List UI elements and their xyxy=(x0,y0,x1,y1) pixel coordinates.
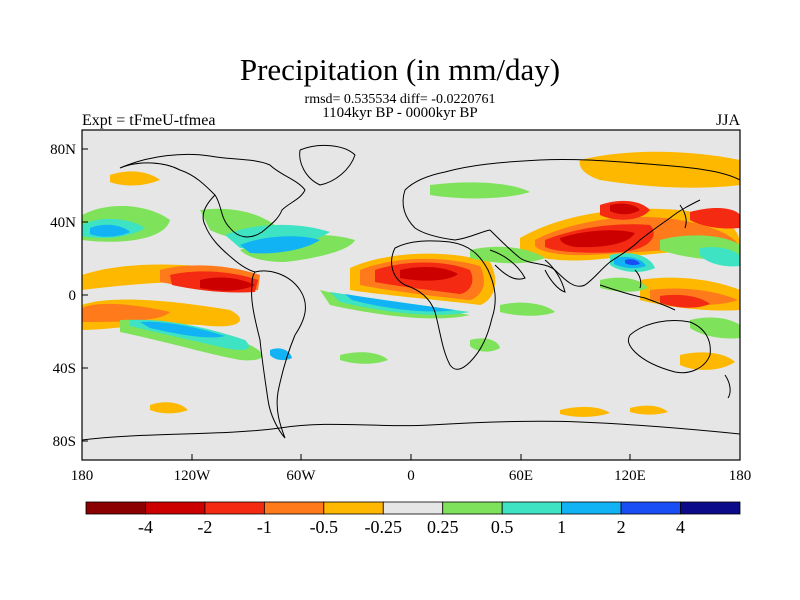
anomaly-region xyxy=(340,352,388,364)
colorbar-label: -0.25 xyxy=(365,517,403,537)
anomaly-region xyxy=(500,302,555,316)
colorbar-label: -1 xyxy=(257,517,272,537)
lon-tick-label: 120E xyxy=(614,468,646,484)
coastline xyxy=(299,144,356,186)
colorbar-swatch xyxy=(204,501,265,515)
coastline xyxy=(251,270,306,439)
chart-title: Precipitation (in mm/day) xyxy=(239,52,561,87)
lat-tick-label: 80N xyxy=(50,142,76,158)
colorbar-swatch xyxy=(561,501,622,515)
coastline xyxy=(402,189,491,241)
coastline xyxy=(82,420,740,441)
colorbar-label: 2 xyxy=(617,517,626,537)
anomaly-region xyxy=(630,405,668,415)
anomaly-region xyxy=(700,247,740,267)
anomaly-region xyxy=(150,402,188,414)
colorbar-swatch xyxy=(85,501,146,515)
coastline xyxy=(544,259,566,293)
lat-axis: 80N 40N 0 40S 80S xyxy=(50,142,88,450)
anomaly-region xyxy=(140,321,225,338)
coastline xyxy=(724,374,731,399)
colorbar-swatch xyxy=(382,501,444,515)
coastline xyxy=(404,158,740,191)
anomaly-region xyxy=(110,171,160,186)
lon-axis: 180 120W 60W 0 60E 120E 180 xyxy=(71,454,752,484)
colorbar-swatch xyxy=(680,501,741,515)
anomaly-region xyxy=(690,317,740,339)
lon-tick-label: 0 xyxy=(407,468,415,484)
colorbar-label: -2 xyxy=(197,517,212,537)
period-line: 1104kyr BP - 0000kyr BP xyxy=(322,105,478,121)
precip-anomaly-field xyxy=(82,151,740,417)
anomaly-region xyxy=(200,277,255,291)
coastline xyxy=(634,269,642,289)
coastline xyxy=(119,153,306,238)
colorbar-swatch xyxy=(263,501,325,515)
coastline xyxy=(391,240,496,370)
colorbar: -4 -2 -1 -0.5 -0.25 0.25 0.5 1 2 4 xyxy=(85,501,741,537)
colorbar-swatch xyxy=(323,501,384,515)
anomaly-region xyxy=(470,338,500,352)
colorbar-swatch xyxy=(620,501,681,515)
colorbar-label: -4 xyxy=(138,517,153,537)
lon-tick-label: 60W xyxy=(286,468,316,484)
lat-tick-label: 0 xyxy=(69,288,77,304)
anomaly-region xyxy=(560,406,610,417)
anomaly-region xyxy=(660,294,710,308)
anomaly-region xyxy=(82,303,170,322)
colorbar-swatch xyxy=(501,501,563,515)
coastline xyxy=(202,194,256,273)
anomaly-region xyxy=(470,246,545,264)
anomaly-region xyxy=(625,259,640,266)
coastline xyxy=(489,249,526,280)
anomaly-region xyxy=(600,277,648,292)
colorbar-label: 0.5 xyxy=(491,517,514,537)
coastline xyxy=(627,320,711,374)
anomaly-region xyxy=(610,203,640,215)
colorbar-label: 1 xyxy=(557,517,566,537)
coastline xyxy=(599,284,676,311)
colorbar-label: 0.25 xyxy=(427,517,459,537)
colorbar-label: 4 xyxy=(676,517,685,537)
anomaly-region xyxy=(345,294,455,312)
lon-tick-label: 180 xyxy=(729,468,752,484)
anomaly-region xyxy=(579,151,740,188)
colorbar-swatch xyxy=(145,501,206,515)
anomaly-region xyxy=(690,208,740,229)
anomaly-region xyxy=(90,224,130,237)
lat-tick-label: 40S xyxy=(53,361,76,377)
anomaly-region xyxy=(400,266,458,281)
colorbar-label: -0.5 xyxy=(310,517,339,537)
colorbar-swatch xyxy=(442,501,503,515)
lon-tick-label: 60E xyxy=(509,468,533,484)
lat-tick-label: 40N xyxy=(50,215,76,231)
coastlines xyxy=(82,144,740,441)
lon-tick-label: 120W xyxy=(174,468,212,484)
experiment-label: Expt = tFmeU-tfmea xyxy=(82,112,216,129)
anomaly-region xyxy=(430,182,530,199)
anomaly-region xyxy=(560,230,635,248)
lat-tick-label: 80S xyxy=(53,434,76,450)
lon-tick-label: 180 xyxy=(71,468,94,484)
coastline xyxy=(679,204,687,229)
season-label: JJA xyxy=(715,112,740,129)
stats-line: rmsd= 0.535534 diff= -0.0220761 xyxy=(304,92,496,107)
anomaly-region xyxy=(240,236,320,254)
anomaly-region xyxy=(680,352,735,370)
coastline xyxy=(489,199,701,287)
